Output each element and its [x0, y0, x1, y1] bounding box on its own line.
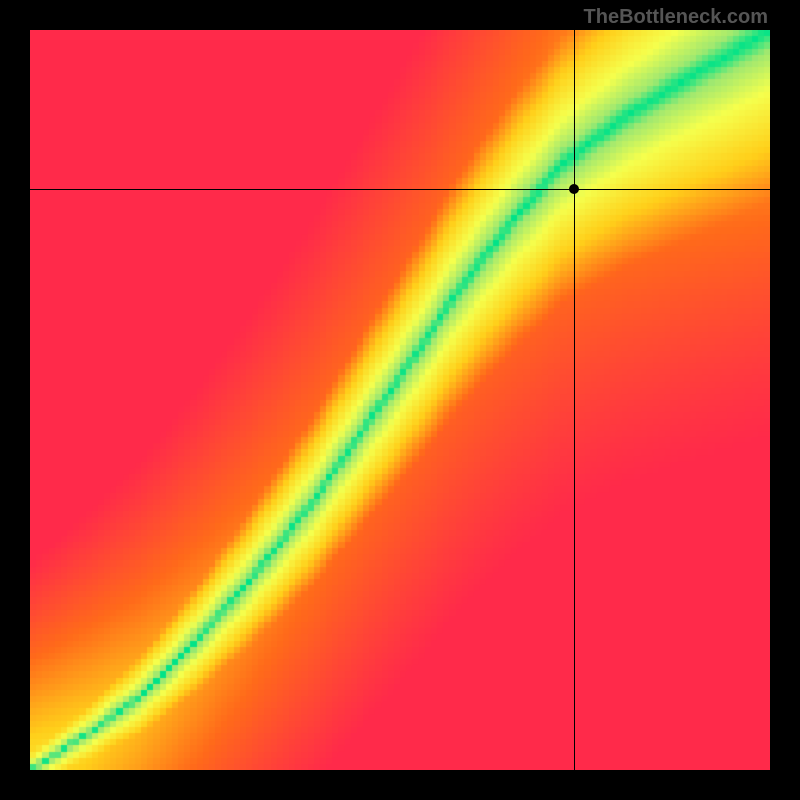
heatmap-plot	[30, 30, 770, 770]
heatmap-canvas	[30, 30, 770, 770]
crosshair-vertical	[574, 30, 575, 770]
watermark-text: TheBottleneck.com	[584, 6, 768, 29]
crosshair-horizontal	[30, 189, 770, 190]
marker-dot	[569, 184, 579, 194]
